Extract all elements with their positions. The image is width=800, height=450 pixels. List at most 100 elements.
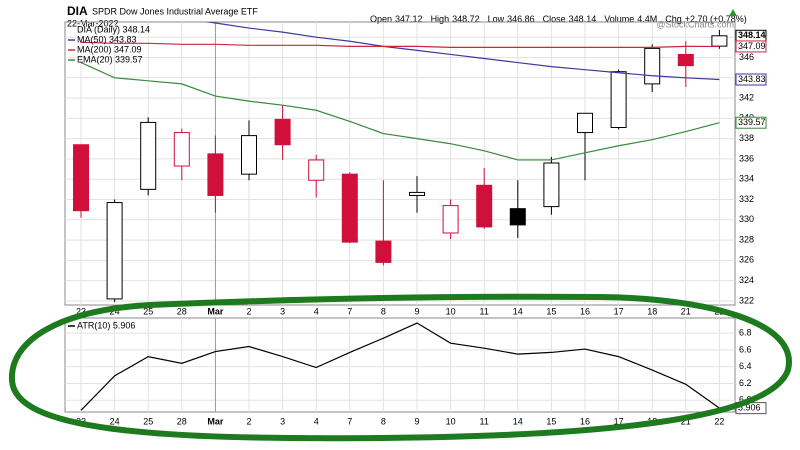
y-tick-label: 342 [739,92,754,102]
plot-layer: 3223243263283303323343363383403423443463… [65,22,767,426]
x-tick-label: 25 [143,306,153,316]
legend-entry: DIA (Daily) 348.14 [77,24,150,34]
quote-text: Open 347.12 High 348.72 Low 346.86 Close 348.14… [370,14,747,24]
last-value-label: 343.83 [738,74,766,84]
candle-body [509,208,526,226]
line-series [80,62,720,161]
x-tick-label: 25 [143,416,153,426]
y-tick-label: 6.8 [739,327,752,337]
quote-value: 4.4M [637,14,657,24]
security-name: SPDR Dow Jones Industrial Average ETF [92,6,258,16]
candle-body [644,47,661,85]
date: 22-Mar-2022 [67,18,119,28]
candle-body [140,121,157,190]
candle-body [274,118,291,146]
y-tick-label: 324 [739,275,754,285]
y-tick-label: 334 [739,174,754,184]
quote-value: 347.12 [395,14,423,24]
x-tick-label: 18 [647,306,657,316]
atr-panel [64,317,736,413]
last-value-label: 347.09 [738,41,766,51]
candle-body [442,205,459,234]
x-tick-label: 23 [76,306,86,316]
x-tick-label: 16 [580,416,590,426]
x-tick-label: 21 [681,416,691,426]
candle-body [543,162,560,208]
y-tick-label: 336 [739,153,754,163]
candle-body [577,112,593,134]
x-tick-label: Mar [207,416,224,426]
x-tick-label: 7 [347,306,352,316]
y-tick-label: 6.6 [739,344,752,354]
x-tick-label: 28 [177,416,187,426]
candle-body [677,53,694,67]
x-tick-label: 4 [314,306,319,316]
x-tick-label: 14 [513,416,523,426]
quote-label: Close [543,14,566,24]
x-tick-label: 3 [280,306,285,316]
y-tick-label: 330 [739,214,754,224]
quote-value: 348.72 [452,14,480,24]
candle-body [341,173,358,243]
y-tick-label: 332 [739,194,754,204]
credit: @StockCharts.com [656,19,734,29]
quote-label: Open [370,14,392,24]
last-value-label: 5.906 [738,403,761,413]
x-tick-label: 3 [280,416,285,426]
y-tick-label: 6.4 [739,361,752,371]
last-value-label: 339.57 [738,117,766,127]
x-tick-label: 8 [381,306,386,316]
x-tick-label: 10 [446,416,456,426]
line-series [80,41,720,48]
candle-body [241,135,257,175]
x-tick-label: 17 [614,306,624,316]
quote-label: High [431,14,450,24]
x-tick-label: Mar [207,306,224,316]
x-tick-label: 15 [546,416,556,426]
quote-value: 346.86 [507,14,535,24]
candle-body [173,132,190,167]
x-tick-label: 22 [714,416,724,426]
y-tick-label: 6.2 [739,378,752,388]
x-tick-label: 10 [446,306,456,316]
y-tick-label: 326 [739,255,754,265]
quote-value: +2.70 (+0.78%) [685,14,747,24]
candle-body [308,159,325,181]
x-tick-label: 16 [580,306,590,316]
candle-body [711,35,728,47]
quote-label: Low [488,14,505,24]
highlight-ellipse [8,293,792,442]
last-value-box [735,116,767,129]
x-tick-label: 24 [110,416,120,426]
last-value-box [735,73,767,86]
quote-label: Volume [604,14,634,24]
x-tick-label: 11 [480,306,489,316]
candle-body [409,191,425,196]
panel-0: 3223243263283303323343363383403423443463… [65,22,767,316]
last-value-label: 348.14 [738,30,766,40]
candle-body [476,184,493,228]
quote: Open 347.12 High 348.72 Low 346.86 Close 348.14… [370,14,747,24]
quote-value: 348.14 [569,14,597,24]
candle-body [375,240,392,263]
x-tick-label: 9 [414,416,419,426]
legend-entry: MA(50) 343.83 [77,34,137,44]
x-tick-label: 21 [681,306,691,316]
x-tick-label: 4 [314,416,319,426]
panel-1: 6.06.26.46.66.823 24 25 28 Mar 2 3 4 7 8 9 10 11 14 15… [65,318,767,426]
candle-body [106,202,123,300]
x-tick-label: 15 [546,306,556,316]
price-panel [64,21,736,306]
plot-area [73,22,728,302]
legend-entry: MA(200) 347.09 [77,44,142,54]
x-tick-label: 28 [177,306,187,316]
x-tick-label: 8 [381,416,386,426]
x-tick-label: 7 [347,416,352,426]
line-series [204,22,720,81]
y-tick-label: 338 [739,133,754,143]
legend-entry: ATR(10) 5.906 [77,320,135,330]
quote-label: Chg [665,14,682,24]
x-tick-label: 9 [414,306,419,316]
candle-body [610,71,627,128]
